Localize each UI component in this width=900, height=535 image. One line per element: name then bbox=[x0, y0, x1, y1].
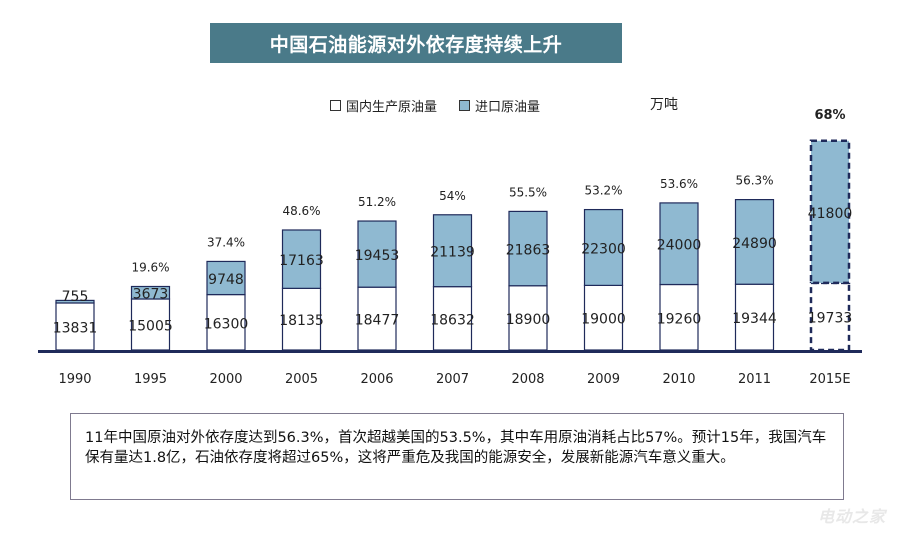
label-domestic-1990: 13831 bbox=[53, 320, 98, 336]
dependency-label-2006: 51.2% bbox=[358, 195, 396, 209]
label-domestic-2015E: 19733 bbox=[808, 310, 853, 326]
dependency-label-2011: 56.3% bbox=[735, 174, 773, 188]
label-domestic-2006: 18477 bbox=[355, 313, 400, 329]
legend-item-import: 进口原油量 bbox=[459, 96, 540, 115]
legend-swatch-domestic bbox=[330, 99, 341, 111]
bar-import-2005 bbox=[281, 229, 322, 289]
bar-import-2010 bbox=[659, 202, 699, 286]
bar-domestic-2009 bbox=[583, 284, 624, 351]
x-tick-2009: 2009 bbox=[587, 372, 620, 387]
dependency-label-2009: 53.2% bbox=[584, 184, 622, 198]
note-text: 11年中国原油对外依存度达到56.3%，首次超越美国的53.5%，其中车用原油消… bbox=[85, 430, 827, 466]
dependency-label-2015E: 68% bbox=[814, 108, 845, 123]
x-tick-1990: 1990 bbox=[58, 372, 91, 387]
dependency-label-2010: 53.6% bbox=[660, 177, 698, 191]
chart-title: 中国石油能源对外依存度持续上升 bbox=[210, 23, 622, 63]
label-domestic-2011: 19344 bbox=[732, 311, 777, 327]
bar-import-2008 bbox=[508, 210, 548, 287]
legend-label-domestic: 国内生产原油量 bbox=[346, 99, 438, 115]
dependency-label-2000: 37.4% bbox=[207, 235, 245, 249]
label-import-2011: 24890 bbox=[732, 236, 777, 252]
bar-import-2000 bbox=[206, 260, 246, 296]
bar-import-2007 bbox=[432, 214, 473, 288]
label-import-2010: 24000 bbox=[657, 238, 702, 254]
stacked-bar-chart: 13831 755 1990 15005 3673 19.6% 1995 16300 9748 3… bbox=[38, 108, 862, 387]
bar-import-2006 bbox=[357, 220, 397, 288]
x-tick-1995: 1995 bbox=[134, 372, 167, 387]
x-tick-2010: 2010 bbox=[662, 372, 695, 387]
note-box: 11年中国原油对外依存度达到56.3%，首次超越美国的53.5%，其中车用原油消… bbox=[70, 413, 844, 500]
label-domestic-1995: 15005 bbox=[128, 318, 173, 334]
label-import-2015E: 41800 bbox=[808, 206, 853, 222]
label-domestic-2000: 16300 bbox=[204, 316, 249, 332]
bar-domestic-2010 bbox=[659, 283, 699, 351]
label-import-2009: 22300 bbox=[581, 241, 626, 257]
label-import-1990: 755 bbox=[62, 289, 89, 305]
x-tick-2006: 2006 bbox=[360, 372, 393, 387]
label-import-1995: 3673 bbox=[133, 287, 169, 303]
bar-domestic-2011 bbox=[734, 283, 775, 351]
legend: 国内生产原油量 进口原油量 bbox=[330, 94, 562, 116]
bar-import-1995 bbox=[130, 285, 171, 300]
x-tick-2005: 2005 bbox=[285, 372, 318, 387]
x-tick-2011: 2011 bbox=[738, 372, 771, 387]
x-tick-2000: 2000 bbox=[209, 372, 242, 387]
bar-import-2009 bbox=[583, 208, 624, 287]
dependency-label-2007: 54% bbox=[439, 189, 466, 203]
label-domestic-2010: 19260 bbox=[657, 311, 702, 327]
label-import-2008: 21863 bbox=[506, 243, 551, 259]
x-tick-2015E: 2015E bbox=[809, 372, 850, 387]
bar-domestic-2006 bbox=[357, 286, 397, 351]
label-import-2005: 17163 bbox=[279, 253, 324, 269]
legend-label-import: 进口原油量 bbox=[475, 99, 541, 115]
bar-domestic-1990 bbox=[55, 302, 95, 351]
dependency-label-2008: 55.5% bbox=[509, 185, 547, 199]
label-domestic-2009: 19000 bbox=[581, 312, 626, 328]
bar-import-1990 bbox=[55, 299, 95, 304]
dependency-label-1995: 19.6% bbox=[131, 260, 169, 274]
x-tick-2008: 2008 bbox=[511, 372, 544, 387]
label-import-2007: 21139 bbox=[430, 245, 475, 261]
label-domestic-2005: 18135 bbox=[279, 313, 324, 329]
legend-swatch-import bbox=[459, 99, 471, 111]
label-domestic-2008: 18900 bbox=[506, 312, 551, 328]
label-domestic-2007: 18632 bbox=[430, 312, 475, 328]
dependency-label-2005: 48.6% bbox=[282, 204, 320, 218]
bar-import-2011 bbox=[734, 199, 775, 285]
label-import-2000: 9748 bbox=[208, 272, 244, 288]
watermark-logo: 电动之家 bbox=[817, 507, 886, 526]
unit-label: 万吨 bbox=[650, 97, 678, 113]
legend-item-domestic: 国内生产原油量 bbox=[330, 96, 437, 115]
x-tick-2007: 2007 bbox=[436, 372, 469, 387]
bar-import-2015E bbox=[809, 139, 851, 285]
label-import-2006: 19453 bbox=[355, 248, 400, 264]
